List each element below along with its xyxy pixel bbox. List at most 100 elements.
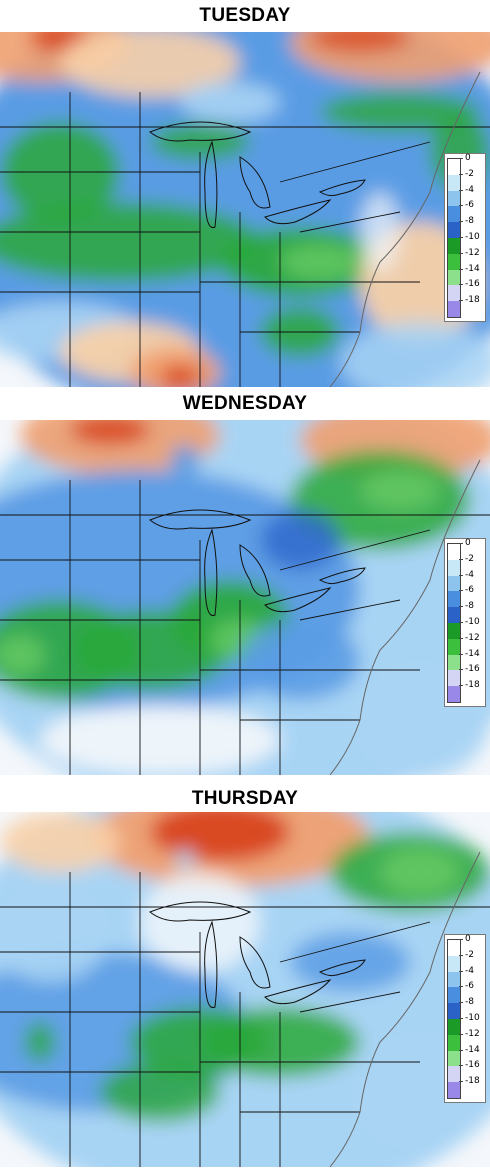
legend-label: -10 <box>465 1013 480 1023</box>
lake-outline <box>149 901 252 922</box>
legend-tick <box>459 284 463 286</box>
map-thursday <box>0 812 490 1167</box>
state-boundaries <box>0 480 490 775</box>
legend-swatch <box>448 559 460 576</box>
temperature-anomaly-map <box>0 812 490 1167</box>
panel-title: TUESDAY <box>199 5 291 26</box>
great-lakes <box>149 121 366 229</box>
legend-tick <box>459 606 463 608</box>
lake-outline <box>239 544 271 597</box>
map-tuesday <box>0 32 490 387</box>
great-lakes <box>149 901 366 1009</box>
anomaly-fill-layer <box>0 32 490 387</box>
legend-tick <box>459 205 463 207</box>
legend-tick <box>459 986 463 988</box>
anomaly-region <box>360 470 440 510</box>
anomaly-region <box>340 322 490 387</box>
anomaly-region <box>0 202 260 282</box>
legend-tick <box>459 173 463 175</box>
temperature-anomaly-map <box>0 32 490 387</box>
anomaly-region <box>160 365 200 387</box>
legend-label: -12 <box>465 1028 480 1039</box>
anomaly-region <box>0 812 120 872</box>
anomaly-region <box>380 847 460 897</box>
legend-swatch <box>448 1003 460 1019</box>
anomaly-region <box>170 445 200 475</box>
legend-tick <box>459 543 463 544</box>
anomaly-region <box>140 872 260 972</box>
lake-outline <box>239 156 271 209</box>
legend-swatch <box>448 971 460 988</box>
anomaly-region <box>0 635 45 675</box>
legend: 0 -2 -4 -6 -8 -10 -12 -14 -16 -18 <box>444 153 486 322</box>
anomaly-region <box>70 420 150 445</box>
legend-swatch <box>448 206 460 223</box>
legend-label: -2 <box>465 949 474 960</box>
anomaly-region <box>360 192 400 272</box>
legend: 0 -2 -4 -6 -8 -10 -12 -14 -16 -18 <box>444 934 486 1103</box>
state-boundaries <box>0 92 490 387</box>
legend-label: -8 <box>465 216 474 227</box>
legend-tick <box>459 954 463 956</box>
legend-color-bar <box>447 158 461 318</box>
legend-swatch <box>448 1082 460 1098</box>
anomaly-region <box>25 1022 55 1062</box>
boundary-line <box>279 529 431 571</box>
legend-swatch <box>448 1034 460 1051</box>
lake-outline <box>318 179 366 197</box>
legend-swatch <box>448 222 460 238</box>
legend-label: -4 <box>465 569 474 580</box>
legend-label: -8 <box>465 997 474 1008</box>
legend-swatch <box>448 159 460 175</box>
legend-label: -18 <box>465 295 480 306</box>
boundary-line <box>279 921 431 963</box>
lake-outline <box>149 509 252 530</box>
legend-swatch <box>448 654 460 671</box>
anomaly-region <box>100 1062 220 1122</box>
legend-swatch <box>448 955 460 972</box>
legend-swatch <box>448 987 460 1004</box>
legend-tick <box>459 221 463 223</box>
legend-tick <box>459 685 463 687</box>
legend-tick <box>459 158 463 159</box>
temperature-anomaly-map <box>0 420 490 775</box>
lake-outline <box>204 920 218 1009</box>
anomaly-region <box>60 32 240 97</box>
legend-swatch <box>448 544 460 560</box>
legend-tick <box>459 1065 463 1067</box>
legend-label: -8 <box>465 601 474 612</box>
legend-tick <box>459 558 463 560</box>
legend-label: -14 <box>465 1044 480 1055</box>
legend-label: -12 <box>465 632 480 643</box>
legend-label: 0 <box>465 153 471 163</box>
legend-label: -10 <box>465 232 480 242</box>
legend-label: 0 <box>465 538 471 548</box>
legend-label: -2 <box>465 553 474 564</box>
legend-tick <box>459 189 463 191</box>
boundary-line <box>299 991 401 1013</box>
lake-outline <box>318 567 366 585</box>
boundary-line <box>299 211 401 233</box>
legend-swatch <box>448 575 460 592</box>
lake-outline <box>264 979 332 1005</box>
legend-tick <box>459 653 463 655</box>
legend-swatch <box>448 174 460 191</box>
legend-label: -12 <box>465 247 480 258</box>
legend-swatch <box>448 1019 460 1035</box>
legend-swatch <box>448 1066 460 1083</box>
legend-tick <box>459 1081 463 1083</box>
lake-outline <box>264 199 332 225</box>
lake-outline <box>204 140 218 229</box>
legend-label: -4 <box>465 965 474 976</box>
legend-tick <box>459 669 463 671</box>
legend-label: 0 <box>465 934 471 944</box>
anomaly-region <box>20 420 220 475</box>
lake-outline <box>149 121 252 142</box>
legend: 0 -2 -4 -6 -8 -10 -12 -14 -16 -18 <box>444 538 486 707</box>
legend-label: -16 <box>465 1060 480 1071</box>
anomaly-fill-layer <box>0 812 490 1167</box>
legend-tick <box>459 300 463 302</box>
legend-label: -14 <box>465 648 480 659</box>
legend-swatch <box>448 623 460 639</box>
anomaly-region <box>180 82 280 122</box>
